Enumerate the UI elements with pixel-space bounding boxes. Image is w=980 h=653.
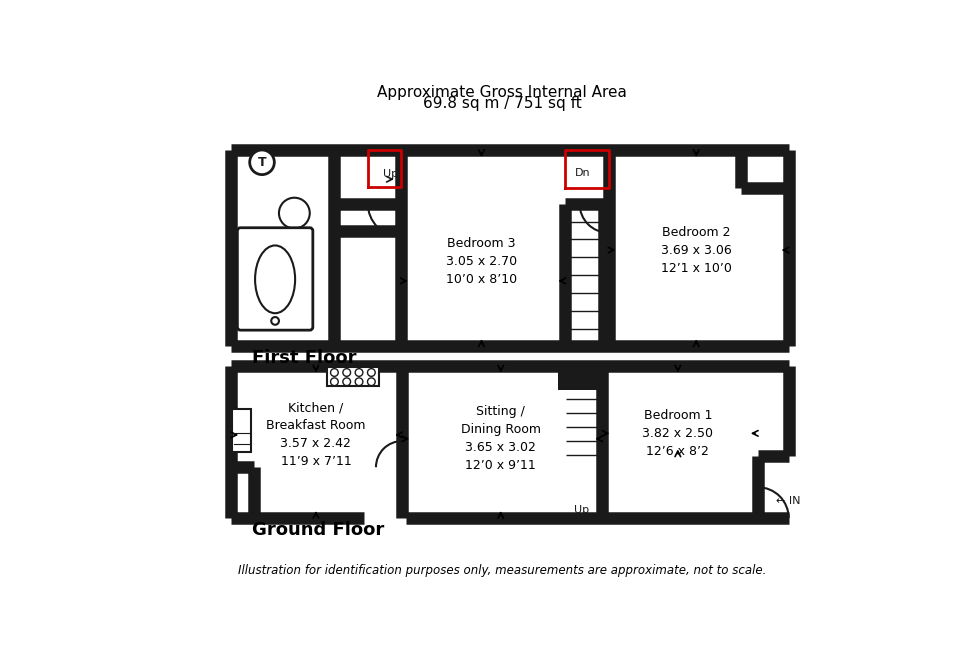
Ellipse shape [255,246,295,313]
Text: Sitting /
Dining Room
3.65 x 3.02
12’0 x 9’11: Sitting / Dining Room 3.65 x 3.02 12’0 x… [461,406,541,472]
Circle shape [368,369,375,376]
Text: 69.8 sq m / 751 sq ft: 69.8 sq m / 751 sq ft [423,96,581,111]
Text: DRAFT: DRAFT [279,388,417,466]
Text: Bedroom 3
3.05 x 2.70
10’0 x 8’10: Bedroom 3 3.05 x 2.70 10’0 x 8’10 [446,237,517,286]
Text: Up: Up [574,505,589,515]
Text: Bedroom 1
3.82 x 2.50
12’6 x 8’2: Bedroom 1 3.82 x 2.50 12’6 x 8’2 [642,409,713,458]
Circle shape [355,369,363,376]
Text: DRAFT: DRAFT [617,400,757,478]
Circle shape [330,369,338,376]
Text: ← IN: ← IN [775,496,800,506]
Circle shape [250,150,274,174]
Bar [231,150,789,346]
Text: DRAFT: DRAFT [625,231,764,308]
Circle shape [343,378,351,385]
Text: DRAFT: DRAFT [487,211,625,289]
Bar [558,366,606,390]
Circle shape [368,378,375,385]
Bar [231,366,789,518]
Bar [232,409,251,452]
Text: Ground Floor: Ground Floor [252,521,384,539]
Text: First Floor: First Floor [252,349,357,367]
Text: Bedroom 2
3.69 x 3.06
12’1 x 10’0: Bedroom 2 3.69 x 3.06 12’1 x 10’0 [661,225,732,274]
Text: Approximate Gross Internal Area: Approximate Gross Internal Area [377,85,627,100]
FancyBboxPatch shape [237,228,313,330]
Text: Dn: Dn [574,168,590,178]
Circle shape [279,198,310,229]
Text: T: T [258,156,267,168]
Circle shape [355,378,363,385]
Circle shape [343,369,351,376]
Text: Illustration for identification purposes only, measurements are approximate, not: Illustration for identification purposes… [238,564,766,577]
Text: DRAFT: DRAFT [294,192,433,270]
Bar [326,367,379,385]
Text: Kitchen /
Breakfast Room
3.57 x 2.42
11’9 x 7’11: Kitchen / Breakfast Room 3.57 x 2.42 11’… [267,402,366,468]
Circle shape [271,317,279,325]
Circle shape [330,378,338,385]
Text: Up: Up [383,169,398,179]
Text: DRAFT: DRAFT [464,396,603,474]
